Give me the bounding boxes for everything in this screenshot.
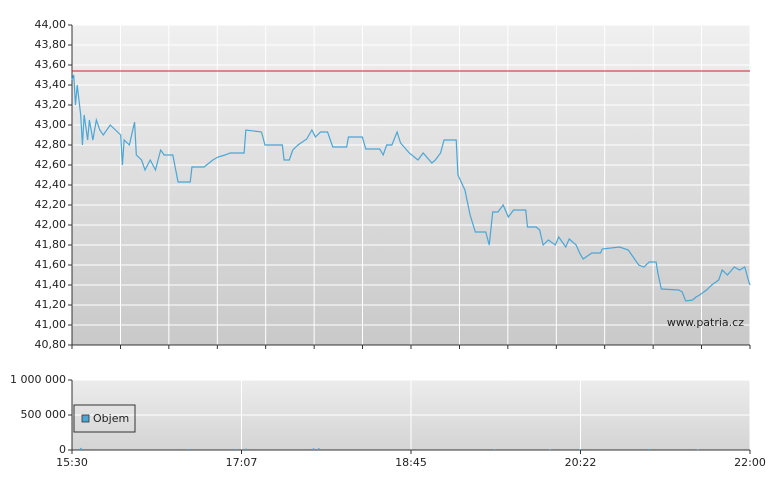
y-tick-label: 41,40 [35, 278, 67, 291]
x-tick-label: 18:45 [395, 456, 427, 469]
y-tick-label: 43,20 [35, 98, 67, 111]
y-tick-label: 0 [59, 443, 66, 456]
y-tick-label: 42,60 [35, 158, 67, 171]
volume-bar [312, 448, 315, 450]
y-tick-label: 43,40 [35, 78, 67, 91]
legend-box [73, 404, 136, 433]
volume-bar [187, 448, 190, 450]
legend-swatch [81, 414, 90, 423]
x-tick-label: 20:22 [565, 456, 597, 469]
x-tick-label: 17:07 [226, 456, 258, 469]
y-tick-label: 42,20 [35, 198, 67, 211]
y-tick-label: 41,60 [35, 258, 67, 271]
y-tick-label: 44,00 [35, 18, 67, 31]
y-tick-label: 43,00 [35, 118, 67, 131]
y-tick-label: 43,60 [35, 58, 67, 71]
y-tick-label: 40,80 [35, 338, 67, 351]
y-tick-label: 41,00 [35, 318, 67, 331]
x-tick-label: 15:30 [56, 456, 88, 469]
y-tick-label: 42,00 [35, 218, 67, 231]
volume-bar [318, 448, 320, 450]
volume-bar [578, 449, 581, 450]
volume-bar [234, 448, 237, 450]
y-tick-label: 500 000 [21, 408, 67, 421]
watermark: www.patria.cz [667, 316, 744, 329]
y-tick-label: 42,80 [35, 138, 67, 151]
volume-bar [245, 448, 247, 450]
volume-bar [549, 449, 551, 450]
volume-bar [493, 449, 496, 450]
y-tick-label: 41,20 [35, 298, 67, 311]
legend-label: Objem [93, 412, 129, 425]
x-tick-label: 22:00 [734, 456, 766, 469]
y-tick-label: 42,40 [35, 178, 67, 191]
y-tick-label: 41,80 [35, 238, 67, 251]
volume-bar [648, 448, 650, 450]
y-tick-label: 1 000 000 [10, 373, 66, 386]
volume-bar [79, 447, 82, 450]
price-line [71, 74, 751, 302]
volume-bar [697, 449, 699, 450]
y-tick-label: 43,80 [35, 38, 67, 51]
